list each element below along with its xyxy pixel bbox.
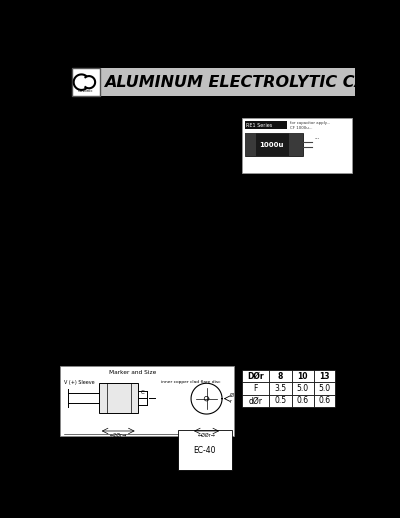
Bar xyxy=(268,382,292,395)
Text: DØr: DØr xyxy=(247,372,264,381)
Text: ALUMINUM ELECTROLYTIC CAPACITOR: ALUMINUM ELECTROLYTIC CAPACITOR xyxy=(104,75,400,90)
Bar xyxy=(244,133,303,156)
Bar xyxy=(242,118,352,173)
Text: 10: 10 xyxy=(297,372,308,381)
Bar xyxy=(72,68,355,96)
Text: C: C xyxy=(141,390,145,395)
Bar xyxy=(244,121,287,129)
Text: for capacitor apply...: for capacitor apply... xyxy=(290,121,330,125)
Text: 0.5: 0.5 xyxy=(274,396,286,406)
Bar xyxy=(314,382,335,395)
Text: dØr: dØr xyxy=(248,396,262,406)
Text: 5.0: 5.0 xyxy=(318,384,330,393)
Bar xyxy=(268,395,292,407)
Text: CF 1000u...: CF 1000u... xyxy=(290,126,313,131)
Text: RE1 Series: RE1 Series xyxy=(246,123,272,128)
Bar xyxy=(244,133,256,156)
Bar xyxy=(60,366,234,436)
Text: 0.6: 0.6 xyxy=(296,396,309,406)
Bar xyxy=(99,383,138,412)
Text: V (+) Sleeve: V (+) Sleeve xyxy=(64,380,94,385)
Bar xyxy=(314,395,335,407)
Text: ---: --- xyxy=(314,137,320,141)
Text: ←ØØr→: ←ØØr→ xyxy=(198,433,216,438)
Text: Marker and Size: Marker and Size xyxy=(109,370,157,375)
Bar xyxy=(292,395,314,407)
Bar xyxy=(292,382,314,395)
Text: iØ
r: iØ r xyxy=(229,393,234,404)
Text: ←2Ør→: ←2Ør→ xyxy=(110,433,127,438)
Text: 5.0: 5.0 xyxy=(296,384,309,393)
Bar xyxy=(314,370,335,382)
Bar xyxy=(292,370,314,382)
Text: Cosonic: Cosonic xyxy=(78,89,94,93)
Bar xyxy=(242,370,268,382)
Text: 3.5: 3.5 xyxy=(274,384,286,393)
Text: 8: 8 xyxy=(278,372,283,381)
Text: ← 1.0mm →  = 25.4F: ← 1.0mm → = 25.4F xyxy=(64,437,109,441)
Bar xyxy=(72,68,100,96)
Text: 1000u: 1000u xyxy=(259,141,284,148)
Text: inner copper clad flare disc: inner copper clad flare disc xyxy=(161,380,220,384)
Text: 13: 13 xyxy=(319,372,330,381)
Text: EC-40: EC-40 xyxy=(194,446,216,455)
Bar xyxy=(289,133,303,156)
Bar xyxy=(242,382,268,395)
Bar xyxy=(242,395,268,407)
Text: F: F xyxy=(253,384,258,393)
Text: 0.6: 0.6 xyxy=(318,396,330,406)
Text: Dimensions in mm: Dimensions in mm xyxy=(249,359,328,368)
Bar xyxy=(268,370,292,382)
